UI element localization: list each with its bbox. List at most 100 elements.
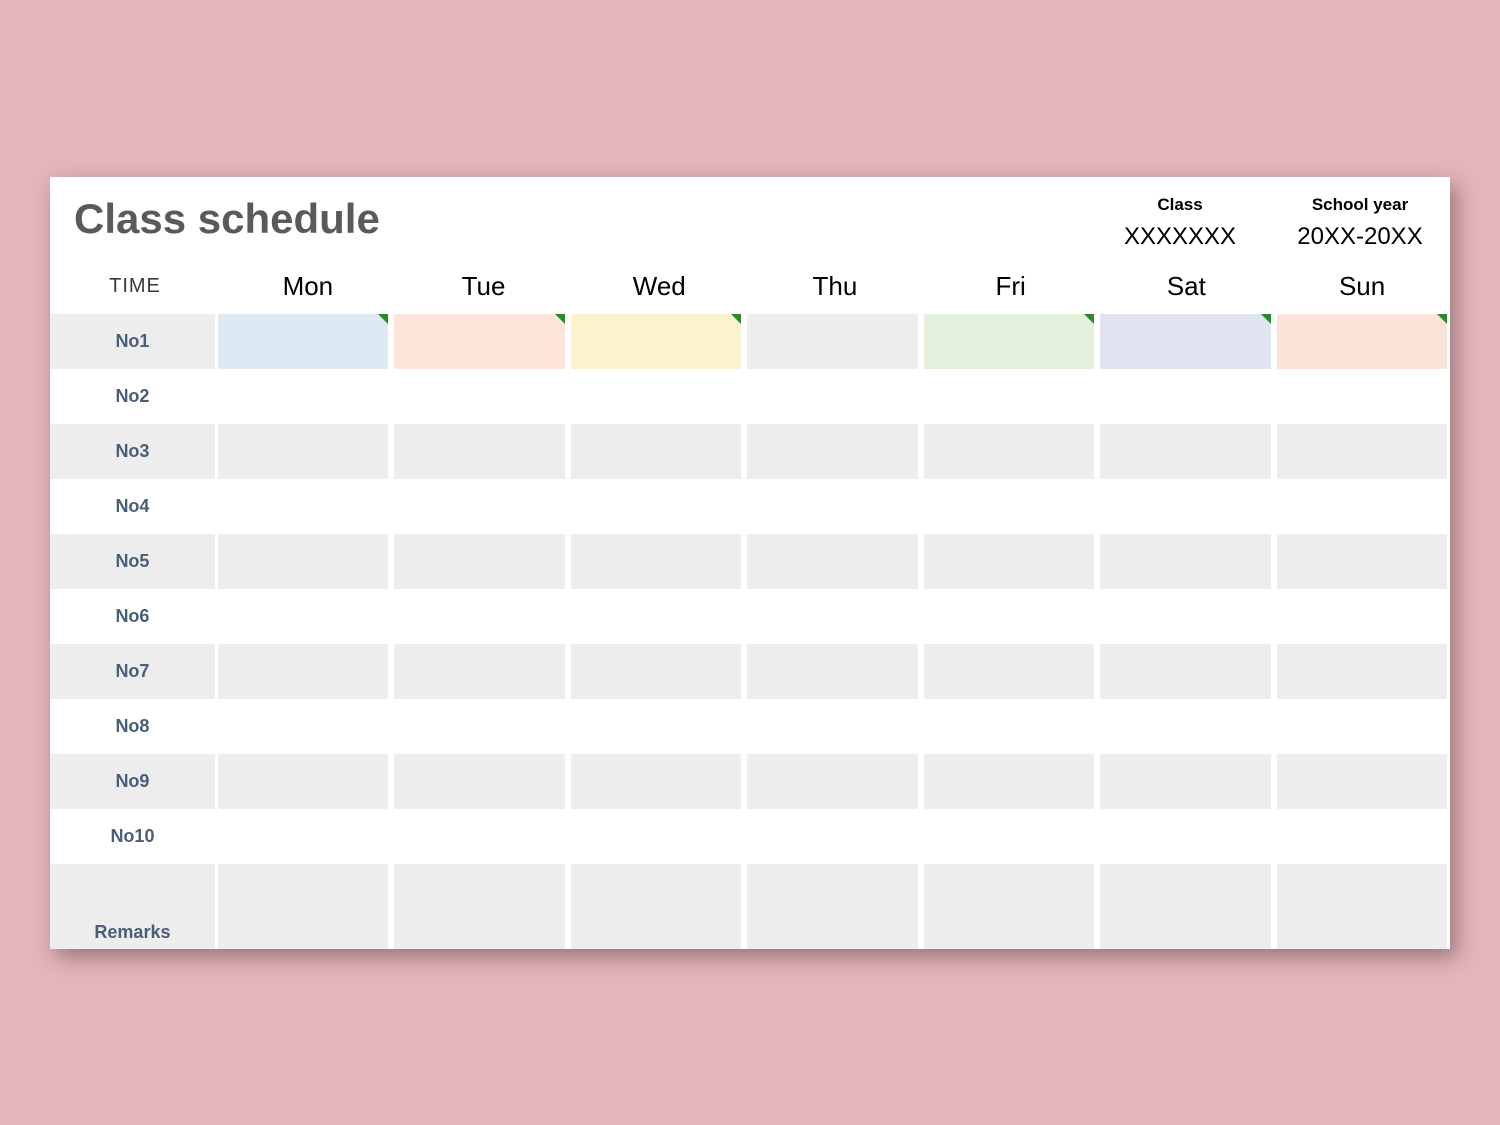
day-header-row: TIME Mon Tue Wed Thu Fri Sat Sun [50,259,1450,314]
schedule-cell[interactable] [924,479,1094,534]
schedule-cell[interactable] [571,424,741,479]
schedule-cell[interactable] [1277,424,1447,479]
schedule-cell[interactable] [394,369,564,424]
schedule-cell[interactable] [924,809,1094,864]
time-slot-label: No5 [115,551,149,572]
schedule-cell[interactable] [924,534,1094,589]
schedule-cell[interactable] [1100,424,1270,479]
schedule-cell[interactable] [1100,809,1270,864]
schedule-cell[interactable] [747,809,917,864]
remarks-cell[interactable] [394,864,564,949]
schedule-row: No5 [50,534,1450,589]
schedule-cell[interactable] [571,369,741,424]
schedule-cell[interactable] [747,369,917,424]
meta-class-value[interactable]: XXXXXXX [1110,223,1250,251]
schedule-cell[interactable] [747,644,917,699]
schedule-cell[interactable] [218,534,388,589]
schedule-cell[interactable] [1100,534,1270,589]
meta-block: Class XXXXXXX School year 20XX-20XX [1110,195,1430,251]
remarks-label: Remarks [94,922,170,949]
schedule-cell[interactable] [571,754,741,809]
schedule-cell[interactable] [1277,644,1447,699]
schedule-cell[interactable] [1277,369,1447,424]
schedule-grid: TIME Mon Tue Wed Thu Fri Sat Sun No1No2N… [50,259,1450,949]
schedule-cell[interactable] [924,314,1094,369]
schedule-cell[interactable] [924,424,1094,479]
schedule-cell[interactable] [571,589,741,644]
schedule-cell[interactable] [747,424,917,479]
schedule-cell[interactable] [571,699,741,754]
schedule-cell[interactable] [218,424,388,479]
meta-year-value[interactable]: 20XX-20XX [1290,223,1430,251]
time-slot-label: No3 [115,441,149,462]
schedule-cell[interactable] [394,534,564,589]
schedule-cell[interactable] [394,424,564,479]
schedule-cell[interactable] [1100,589,1270,644]
schedule-cell[interactable] [394,314,564,369]
schedule-cell[interactable] [1100,754,1270,809]
schedule-cell[interactable] [924,589,1094,644]
schedule-cell[interactable] [1277,479,1447,534]
schedule-row: No8 [50,699,1450,754]
schedule-cell[interactable] [394,699,564,754]
schedule-cell[interactable] [218,809,388,864]
schedule-cell[interactable] [924,369,1094,424]
schedule-cell[interactable] [218,314,388,369]
schedule-cell[interactable] [1100,479,1270,534]
schedule-cell[interactable] [571,644,741,699]
cell-comment-marker-icon [731,314,741,324]
schedule-cell[interactable] [1277,589,1447,644]
schedule-cell[interactable] [747,314,917,369]
remarks-cell[interactable] [1277,864,1447,949]
schedule-cell[interactable] [394,644,564,699]
time-slot-label: No6 [115,606,149,627]
time-slot-cell: No10 [50,809,215,864]
cell-comment-marker-icon [1084,314,1094,324]
remarks-cell[interactable] [571,864,741,949]
schedule-cell[interactable] [571,479,741,534]
schedule-cell[interactable] [394,479,564,534]
cell-comment-marker-icon [1261,314,1271,324]
schedule-cell[interactable] [571,314,741,369]
schedule-cell[interactable] [571,534,741,589]
schedule-cell[interactable] [394,809,564,864]
schedule-cell[interactable] [1277,754,1447,809]
schedule-cell[interactable] [218,699,388,754]
schedule-cell[interactable] [1100,369,1270,424]
remarks-cell[interactable] [747,864,917,949]
schedule-cell[interactable] [747,589,917,644]
schedule-row: No2 [50,369,1450,424]
schedule-cell[interactable] [218,479,388,534]
schedule-cell[interactable] [1277,314,1447,369]
time-slot-cell: No4 [50,479,215,534]
schedule-cell[interactable] [1100,699,1270,754]
time-slot-cell: No5 [50,534,215,589]
schedule-cell[interactable] [1277,699,1447,754]
time-slot-cell: No3 [50,424,215,479]
remarks-cell[interactable] [218,864,388,949]
schedule-cell[interactable] [1277,534,1447,589]
schedule-cell[interactable] [218,754,388,809]
header: Class schedule Class XXXXXXX School year… [50,177,1450,259]
page-title: Class schedule [74,195,1110,243]
schedule-cell[interactable] [1277,809,1447,864]
schedule-cell[interactable] [747,699,917,754]
schedule-cell[interactable] [571,809,741,864]
schedule-cell[interactable] [747,479,917,534]
remarks-cell[interactable] [924,864,1094,949]
schedule-cell[interactable] [924,699,1094,754]
schedule-cell[interactable] [394,754,564,809]
schedule-cell[interactable] [218,589,388,644]
schedule-cell[interactable] [1100,644,1270,699]
schedule-cell[interactable] [1100,314,1270,369]
meta-year-label: School year [1290,195,1430,215]
remarks-cell[interactable] [1100,864,1270,949]
schedule-cell[interactable] [218,369,388,424]
schedule-cell[interactable] [747,534,917,589]
schedule-cell[interactable] [747,754,917,809]
schedule-cell[interactable] [924,754,1094,809]
schedule-cell[interactable] [218,644,388,699]
schedule-row: No9 [50,754,1450,809]
schedule-cell[interactable] [924,644,1094,699]
schedule-cell[interactable] [394,589,564,644]
